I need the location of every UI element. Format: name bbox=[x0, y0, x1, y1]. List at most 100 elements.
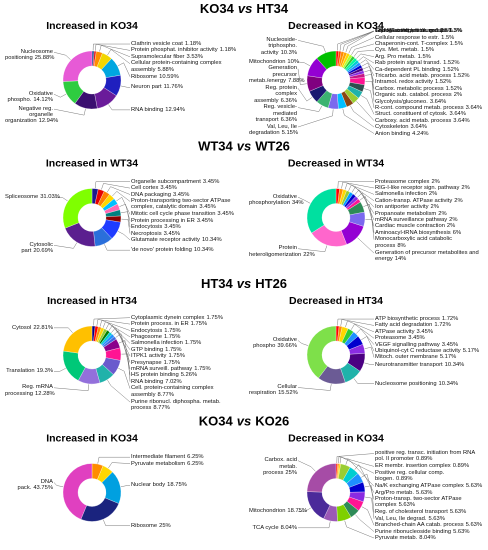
category-label: Intermediate filament bbox=[131, 454, 186, 461]
data-label: Purine ribonucl. diphospha. metab. proce… bbox=[131, 399, 239, 412]
category-label: Protein processing in ER bbox=[131, 217, 195, 224]
value-label: 3.45% bbox=[202, 178, 220, 185]
category-label: Ribosome bbox=[131, 73, 158, 80]
leader-line bbox=[108, 462, 131, 469]
data-label: Salmonella infection 1.75% bbox=[131, 340, 239, 346]
category-label: DNA packaging bbox=[131, 191, 171, 198]
data-label: Mitochondrion 18.75% bbox=[249, 508, 307, 515]
leader-line bbox=[338, 456, 375, 467]
category-label: Fatty acid degradation bbox=[375, 322, 433, 329]
value-label: 10% bbox=[287, 58, 300, 65]
category-label: Cation-transp. ATPase activity bbox=[375, 197, 453, 204]
value-label: 2% bbox=[446, 223, 456, 230]
leader-line bbox=[117, 231, 131, 241]
leader-line bbox=[53, 384, 89, 392]
leader-line bbox=[121, 353, 131, 382]
leader-line bbox=[104, 244, 130, 251]
leader-line bbox=[119, 203, 131, 221]
category-label: Ion antiporter activity bbox=[375, 204, 429, 211]
value-label: 1.5% bbox=[420, 47, 435, 54]
value-label: 1.18% bbox=[184, 41, 202, 48]
category-label: Proton-transporting two-sector ATPase co… bbox=[131, 197, 231, 211]
leader-line bbox=[92, 43, 130, 51]
data-label: Endocytosis 3.45% bbox=[131, 224, 239, 230]
data-label: Cell. protein-containing complex assembl… bbox=[131, 385, 239, 398]
leader-line bbox=[342, 30, 375, 52]
leader-line bbox=[353, 50, 375, 57]
value-label: 5.63% bbox=[428, 515, 445, 522]
value-label: 3.45% bbox=[217, 211, 234, 218]
value-label: 1.5% bbox=[449, 28, 463, 35]
category-label: Proteasome bbox=[375, 335, 407, 342]
category-label: Purine ribonucl. diphospha. metab. proce… bbox=[131, 398, 221, 411]
category-label: GTP binding bbox=[131, 346, 164, 353]
section-heading: HT34 vs HT26 bbox=[201, 276, 287, 291]
category-label: Ribosome bbox=[131, 522, 158, 529]
category-label: Glyoxylate/dicarbox. metab. bbox=[375, 28, 447, 34]
donut-slice bbox=[306, 188, 337, 234]
value-label: 1.75% bbox=[194, 365, 211, 372]
value-label: 0.89% bbox=[396, 476, 413, 483]
value-label: 0.89% bbox=[452, 463, 470, 470]
data-label: Val, Leu, Ile degrad. 5.63% bbox=[375, 516, 483, 522]
value-label: 34% bbox=[291, 200, 304, 207]
value-label: 10.34% bbox=[444, 361, 465, 368]
data-label: Tricarbo. acid metab. process 1.52% bbox=[375, 73, 483, 79]
data-label: Nuclear body 18.75% bbox=[131, 482, 239, 488]
data-label: Cellular protein-containing complex asse… bbox=[131, 60, 239, 73]
value-label: 10.3% bbox=[280, 49, 297, 56]
value-label: 10.34% bbox=[193, 247, 214, 254]
value-label: 3.64% bbox=[410, 124, 427, 131]
leader-line bbox=[339, 30, 375, 51]
leader-line bbox=[54, 197, 68, 202]
value-label: 8.77% bbox=[153, 404, 170, 411]
data-label: Transf. activity, nitro. groups 1.5% bbox=[375, 28, 483, 34]
value-label: 5.63% bbox=[416, 489, 433, 496]
data-label: mRNA surveill. pathway 1.75% bbox=[131, 366, 239, 372]
leader-line bbox=[361, 336, 375, 352]
value-label: 2% bbox=[430, 204, 439, 211]
leader-line bbox=[112, 191, 131, 202]
heading-part: KO34 bbox=[200, 1, 235, 16]
data-label: Neurotransmitter transport 10.34% bbox=[375, 362, 483, 368]
value-label: 25% bbox=[285, 469, 297, 476]
value-label: 5.63% bbox=[465, 522, 483, 529]
leader-line bbox=[297, 340, 309, 346]
data-label: Protein process. in ER 1.75% bbox=[131, 321, 239, 327]
heading-part: KO34 bbox=[199, 414, 234, 429]
category-label: Carbox. metabolic process bbox=[375, 85, 444, 92]
category-label: Endocytosis bbox=[131, 327, 163, 334]
data-label: Glycolysis/gluconeo. 3.64% bbox=[375, 99, 483, 105]
category-label: Carboxy. acid metab. process bbox=[375, 117, 452, 124]
category-label: VEGF signalling pathway bbox=[375, 341, 440, 348]
data-label: Ubiquinol-cyt C reductase activity 5.17% bbox=[375, 348, 483, 354]
value-label: 7.02% bbox=[165, 378, 182, 385]
category-label: Cytosolic part bbox=[21, 241, 53, 255]
leader-line bbox=[97, 456, 130, 464]
value-label: 1.5% bbox=[417, 53, 431, 60]
category-label: Salmonella infection bbox=[375, 191, 427, 198]
chart-title: Increased in HT34 bbox=[47, 295, 137, 307]
data-label: DNA packaging 3.45% bbox=[131, 192, 239, 198]
category-label: Endocytosis bbox=[131, 224, 163, 231]
data-label: Intramol. redox activity 1.52% bbox=[375, 79, 483, 85]
value-label: 1.75% bbox=[190, 321, 208, 328]
heading-part: vs bbox=[237, 139, 251, 154]
value-label: 25% bbox=[159, 522, 171, 529]
category-label: mRNA surveillance pathway bbox=[375, 216, 448, 223]
data-label: Positive reg. cellular comp. biogen. 0.89… bbox=[375, 470, 483, 483]
data-label: Spliceosome 31.03% bbox=[5, 194, 60, 200]
leader-line bbox=[348, 184, 375, 201]
leader-line bbox=[355, 514, 375, 532]
category-label: 'de novo' protein folding bbox=[131, 247, 192, 254]
value-label: 3.45% bbox=[163, 230, 181, 237]
value-label: 18.75% bbox=[167, 482, 187, 489]
leader-line bbox=[297, 40, 326, 53]
value-label: 5.88% bbox=[157, 66, 174, 73]
value-label: 6.25% bbox=[187, 460, 204, 467]
value-label: 1.18% bbox=[219, 47, 237, 54]
category-label: Glutamate receptor activity bbox=[131, 236, 200, 243]
category-label: Mitochondrion bbox=[249, 508, 286, 515]
data-label: Ribosome 25% bbox=[131, 523, 239, 529]
data-label: Generation of precursor metabolites and … bbox=[375, 250, 483, 263]
